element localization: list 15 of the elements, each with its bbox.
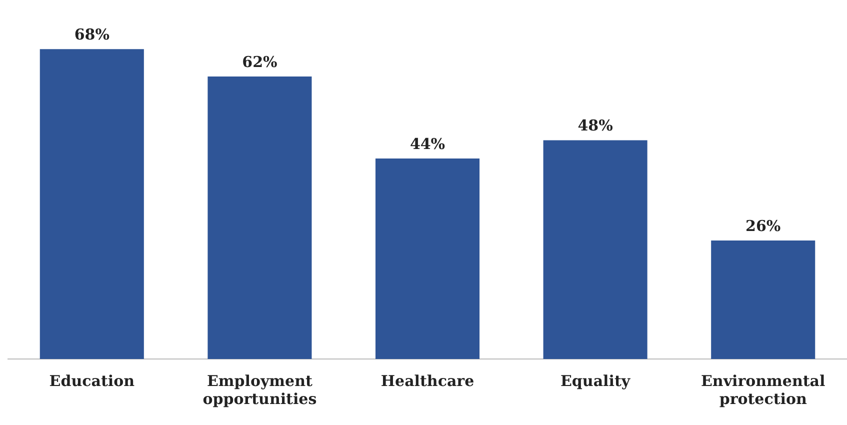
bar	[711, 240, 816, 359]
data-label: 62%	[242, 52, 278, 71]
data-label: 48%	[578, 116, 613, 135]
x-tick-label: Equality	[560, 372, 632, 390]
x-tick-label: Environmental protection	[700, 372, 826, 408]
x-tick-label: Education	[49, 372, 135, 390]
bar	[375, 158, 480, 359]
data-label: 26%	[746, 216, 781, 235]
x-tick-label: Healthcare	[380, 372, 474, 390]
x-tick-label: Employment opportunities	[202, 372, 317, 408]
bar	[208, 76, 312, 359]
bar	[40, 49, 144, 359]
data-label: 44%	[410, 134, 446, 153]
bar	[543, 140, 648, 359]
data-label: 68%	[74, 26, 110, 44]
